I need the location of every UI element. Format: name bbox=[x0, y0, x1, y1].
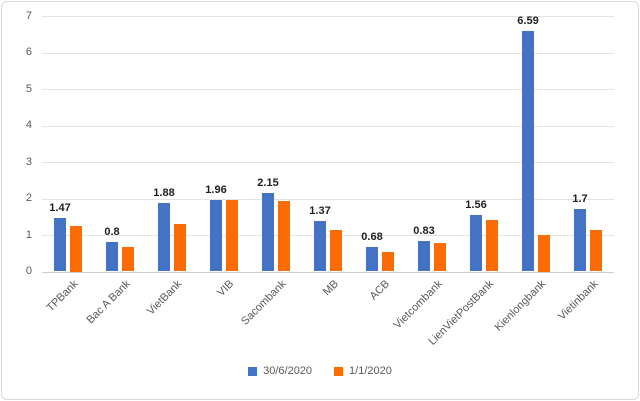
bar-30-6-2020-vietinbank bbox=[574, 209, 586, 272]
bar-1-1-2020-sacombank bbox=[278, 201, 290, 272]
y-axis-tick-0: 0 bbox=[25, 265, 32, 277]
bar-1-1-2020-vietinbank bbox=[590, 229, 602, 272]
bar-1-1-2020-mb bbox=[330, 230, 342, 272]
legend-label: 1/1/2020 bbox=[349, 365, 392, 377]
data-label-bac-a-bank: 0.8 bbox=[104, 226, 120, 239]
gridline-7 bbox=[42, 16, 614, 17]
data-label-lienvietpostbank: 1.56 bbox=[465, 198, 487, 211]
bar-30-6-2020-vietbank bbox=[158, 202, 170, 272]
x-axis-label-kienlongbank: Kienlongbank bbox=[492, 277, 549, 334]
bar-30-6-2020-acb bbox=[366, 246, 378, 272]
x-axis-label-sacombank: Sacombank bbox=[238, 277, 289, 328]
y-axis-tick-4: 4 bbox=[25, 119, 32, 131]
gridline-6 bbox=[42, 52, 614, 54]
data-label-kienlongbank: 6.59 bbox=[517, 14, 539, 27]
bar-30-6-2020-kienlongbank bbox=[522, 30, 534, 272]
legend-item-30-6-2020: 30/6/2020 bbox=[248, 365, 312, 377]
x-axis-line bbox=[42, 271, 614, 273]
legend-swatch-blue bbox=[248, 366, 258, 376]
y-axis-tick-6: 6 bbox=[25, 46, 32, 58]
x-axis-label-acb: ACB bbox=[368, 277, 393, 302]
x-axis-label-vietbank: VietBank bbox=[145, 277, 185, 317]
bar-1-1-2020-acb bbox=[382, 251, 394, 272]
legend-swatch-orange bbox=[334, 366, 344, 376]
bar-30-6-2020-sacombank bbox=[262, 193, 274, 272]
legend-label: 30/6/2020 bbox=[263, 365, 313, 377]
data-label-vietbank: 1.88 bbox=[153, 186, 175, 199]
bar-30-6-2020-lienvietpostbank bbox=[470, 214, 482, 272]
data-label-acb: 0.68 bbox=[361, 230, 383, 243]
y-axis-tick-5: 5 bbox=[25, 82, 32, 95]
legend-item-1-1-2020: 1/1/2020 bbox=[334, 365, 392, 377]
y-axis-tick-7: 7 bbox=[25, 9, 32, 22]
bar-1-1-2020-kienlongbank bbox=[538, 235, 550, 272]
bar-30-6-2020-bac-a-bank bbox=[106, 242, 118, 272]
data-label-vietinbank: 1.7 bbox=[572, 193, 588, 206]
data-label-mb: 1.37 bbox=[309, 205, 331, 218]
bar-1-1-2020-lienvietpostbank bbox=[486, 219, 498, 272]
bar-1-1-2020-bac-a-bank bbox=[122, 246, 134, 272]
x-axis-label-vietinbank: Vietinbank bbox=[555, 277, 601, 323]
data-label-sacombank: 2.15 bbox=[257, 177, 279, 190]
bar-1-1-2020-vietbank bbox=[174, 224, 186, 272]
bar-1-1-2020-vib bbox=[226, 200, 238, 272]
bar-30-6-2020-tpbank bbox=[54, 217, 66, 272]
data-label-vietcombank: 0.83 bbox=[413, 225, 435, 238]
bar-1-1-2020-vietcombank bbox=[434, 243, 446, 272]
gridline-1 bbox=[42, 235, 614, 236]
x-axis-label-vib: VIB bbox=[215, 277, 237, 299]
bar-30-6-2020-mb bbox=[314, 221, 326, 272]
y-axis-tick-2: 2 bbox=[25, 192, 32, 204]
gridline-5 bbox=[42, 89, 614, 90]
y-axis-tick-1: 1 bbox=[25, 228, 32, 241]
gridline-4 bbox=[42, 125, 614, 127]
y-axis-tick-3: 3 bbox=[25, 155, 32, 168]
x-axis-label-mb: MB bbox=[320, 277, 341, 298]
x-axis-label-vietcombank: Vietcombank bbox=[391, 277, 445, 331]
gridline-3 bbox=[42, 162, 614, 163]
bar-1-1-2020-tpbank bbox=[70, 225, 82, 272]
data-label-vib: 1.96 bbox=[205, 183, 227, 196]
gridline-2 bbox=[42, 198, 614, 200]
x-axis-label-bac-a-bank: Bac A Bank bbox=[84, 277, 133, 326]
bar-30-6-2020-vib bbox=[210, 199, 222, 272]
bar-30-6-2020-vietcombank bbox=[418, 241, 430, 272]
legend: 30/6/2020 1/1/2020 bbox=[2, 365, 638, 377]
data-label-tpbank: 1.47 bbox=[49, 201, 71, 214]
x-axis-label-tpbank: TPBank bbox=[44, 277, 81, 314]
